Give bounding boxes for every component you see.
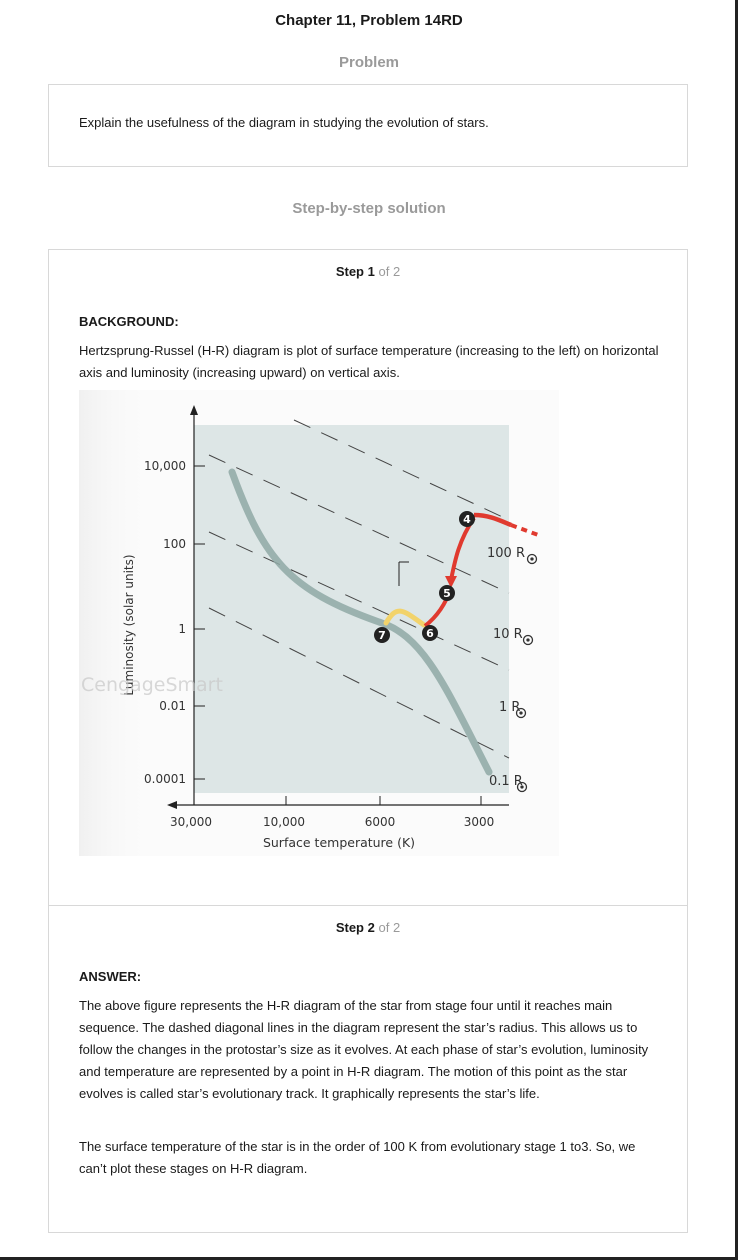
page-title: Chapter 11, Problem 14RD <box>275 12 463 29</box>
answer-paragraph-2: The surface temperature of the star is i… <box>79 1139 636 1176</box>
step-1-number: 1 <box>367 264 375 279</box>
y-tick-10000: 10,000 <box>144 459 186 473</box>
step-divider <box>49 905 687 906</box>
answer-label: ANSWER: <box>79 969 142 984</box>
problem-box: Explain the usefulness of the diagram in… <box>48 84 688 167</box>
step-1-word: Step <box>335 264 364 279</box>
radius-line-1 <box>208 607 510 759</box>
x-tick-10000: 10,000 <box>263 815 305 829</box>
stage-6: 6 <box>426 627 434 640</box>
sun-symbols <box>515 553 538 793</box>
x-tick-30000: 30,000 <box>170 815 212 829</box>
stage-7: 7 <box>378 629 386 642</box>
background-text: Hertzsprung-Russel (H-R) diagram is plot… <box>79 343 659 380</box>
y-tick-0.01: 0.01 <box>159 699 186 713</box>
step-1-of: of 2 <box>378 264 401 279</box>
solution-heading: Step-by-step solution <box>292 200 446 217</box>
radius-label-100: 100 R <box>487 546 525 561</box>
y-tick-100: 100 <box>163 537 186 551</box>
radius-line-top <box>293 419 510 521</box>
radius-label-10: 10 R <box>493 627 523 642</box>
hr-diagram: 10,000 100 1 0.01 0.0001 30,000 10,000 6… <box>79 390 559 856</box>
y-tick-0.0001: 0.0001 <box>144 772 186 786</box>
step-2-of: of 2 <box>378 920 401 935</box>
radius-line-100 <box>208 454 510 594</box>
answer-paragraph-1: The above figure represents the H-R diag… <box>79 998 649 1101</box>
y-axis-label: Luminosity (solar units) <box>122 554 136 695</box>
radius-line-10 <box>208 531 510 671</box>
step-2-header: Step 2 of 2 <box>49 920 687 935</box>
step-2-number: 2 <box>367 920 375 935</box>
radius-label-1: 1 R <box>499 700 520 715</box>
window-border-right <box>735 0 738 1260</box>
step-2-word: Step <box>335 920 364 935</box>
main-sequence-band <box>228 468 493 776</box>
step-1-header: Step 1 of 2 <box>49 264 687 279</box>
radius-label-0.1: 0.1 R <box>489 774 523 789</box>
x-tick-6000: 6000 <box>365 815 396 829</box>
solution-box: Step 1 of 2 BACKGROUND: Hertzsprung-Russ… <box>48 249 688 1233</box>
problem-text: Explain the usefulness of the diagram in… <box>79 115 489 130</box>
background-label: BACKGROUND: <box>79 314 179 329</box>
track-yellow <box>383 608 427 628</box>
problem-heading: Problem <box>338 54 399 71</box>
stage-5: 5 <box>443 587 451 600</box>
x-axis-label: Surface temperature (K) <box>263 835 415 850</box>
watermark: CengageSmart <box>81 674 223 696</box>
track-red-start <box>473 512 512 528</box>
y-tick-1: 1 <box>178 622 186 636</box>
window-border-bottom <box>0 1257 738 1260</box>
x-tick-3000: 3000 <box>464 815 495 829</box>
stage-4: 4 <box>463 513 471 526</box>
